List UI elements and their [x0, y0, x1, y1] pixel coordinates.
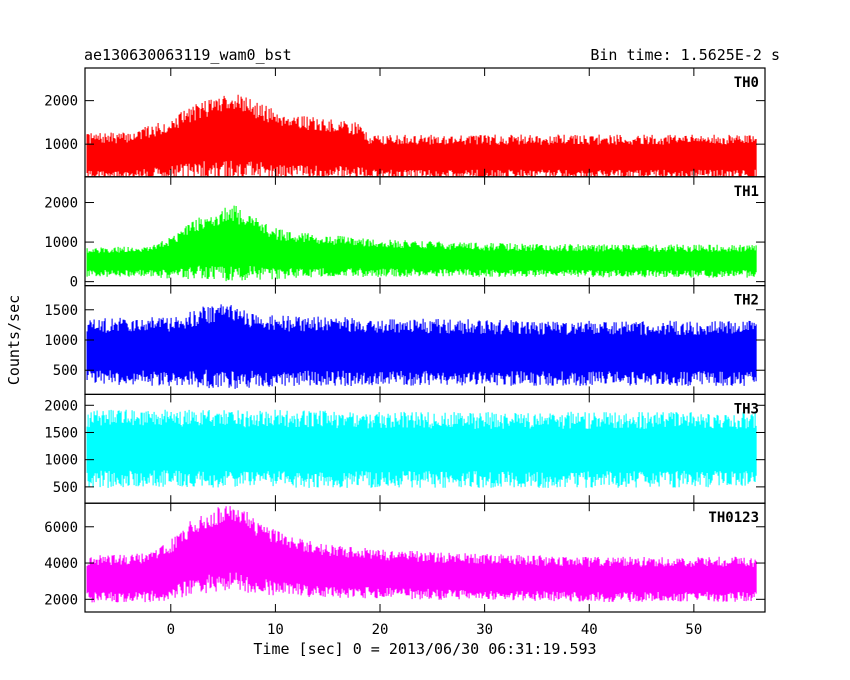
panel-th0123: 2000 4000 6000 TH0123 — [44, 502, 766, 613]
x-tick-label: 30 — [476, 622, 493, 638]
panel-label-th0: TH0 — [734, 75, 759, 91]
panels: 10002000TH0010002000TH150010001500TH2500… — [44, 67, 766, 613]
x-tick-label: 40 — [581, 622, 598, 638]
y-tick-label: 500 — [53, 480, 78, 496]
y-tick-label: 500 — [53, 363, 78, 379]
panel-label-th3: TH3 — [734, 401, 759, 417]
y-tick-label: 1000 — [44, 333, 78, 349]
y-tick-label: 6000 — [44, 520, 78, 536]
panel-th2: 500 1000 1500 TH2 — [44, 285, 766, 396]
y-tick-label: 2000 — [44, 196, 78, 212]
y-tick-label: 0 — [70, 275, 78, 291]
series-th2 — [86, 304, 757, 389]
panel-label-th1: TH1 — [734, 184, 759, 200]
y-tick-label: 2000 — [44, 398, 78, 414]
y-tick-label: 1000 — [44, 235, 78, 251]
y-tick-label: 1000 — [44, 137, 78, 153]
panel-label-th2: TH2 — [734, 293, 759, 309]
x-axis-label: Time [sec] 0 = 2013/06/30 06:31:19.593 — [253, 640, 596, 658]
y-tick-label: 1000 — [44, 453, 78, 469]
panel-th1: 0 1000 2000 TH1 — [44, 176, 766, 291]
panel-th3: 500 1000 1500 2000 TH3 — [44, 393, 766, 504]
panel-th0: 1000 2000 TH0 — [44, 67, 766, 178]
series-th1 — [86, 205, 757, 282]
x-tick-label: 0 — [167, 622, 175, 638]
series-th0123 — [86, 506, 757, 603]
title-left: ae130630063119_wam0_bst — [84, 46, 292, 64]
panel-frame — [84, 502, 766, 613]
x-tick-label: 10 — [267, 622, 284, 638]
panel-label-th0123: TH0123 — [708, 510, 759, 526]
series-th3 — [86, 409, 757, 488]
y-tick-label: 2000 — [44, 592, 78, 608]
y-tick-label: 2000 — [44, 94, 78, 110]
title-right: Bin time: 1.5625E-2 s — [590, 46, 780, 64]
x-tick-labels: 0 10 20 30 40 50 — [167, 622, 703, 638]
y-tick-label: 1500 — [44, 303, 78, 319]
y-tick-label: 1500 — [44, 425, 78, 441]
y-tick-label: 4000 — [44, 556, 78, 572]
series-th0 — [86, 94, 757, 177]
y-axis-label: Counts/sec — [5, 295, 23, 385]
x-tick-label: 20 — [372, 622, 389, 638]
x-tick-label: 50 — [685, 622, 702, 638]
